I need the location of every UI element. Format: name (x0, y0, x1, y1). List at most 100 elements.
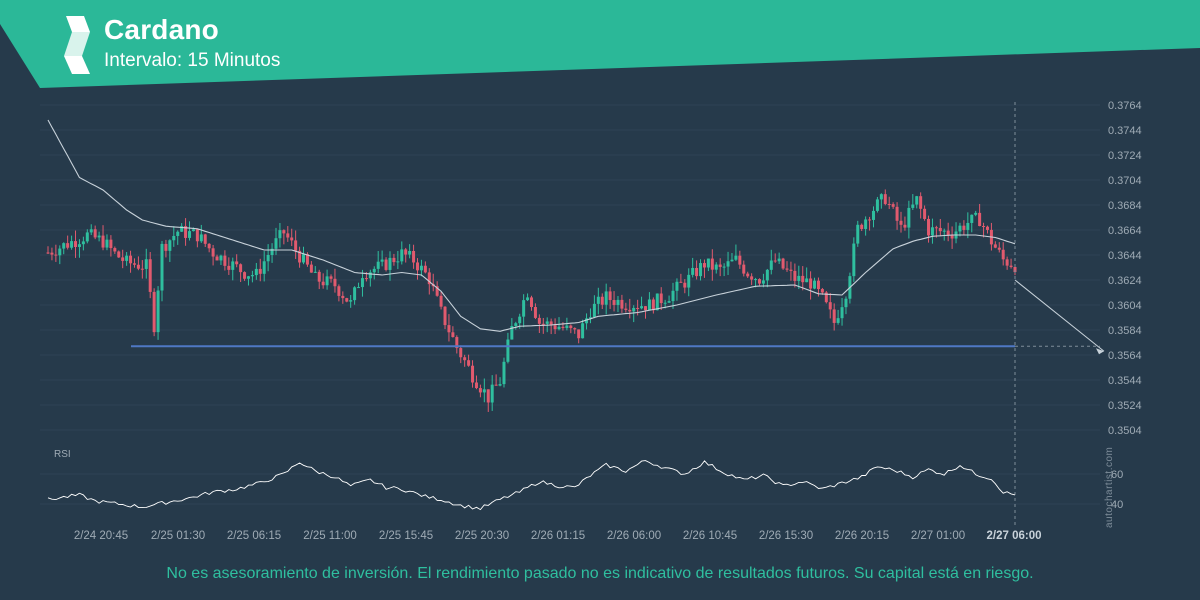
candle-body (66, 243, 70, 248)
candle-body (647, 299, 651, 311)
rsi-tick-label: 60 (1111, 469, 1123, 481)
candle-body (636, 307, 640, 309)
candle-body (832, 309, 836, 323)
candle-body (113, 248, 117, 252)
candle-body (875, 199, 879, 211)
candle-body (679, 281, 683, 283)
candle-body (423, 265, 427, 273)
candle-body (188, 231, 192, 238)
candle-body (211, 248, 215, 257)
candle-body (585, 318, 589, 324)
candle-body (203, 234, 207, 244)
candle-body (643, 306, 647, 311)
candle-body (695, 267, 699, 277)
price-tick-label: 0.3624 (1108, 275, 1142, 287)
candle-body (144, 259, 148, 269)
candle-body (132, 263, 136, 265)
candle-body (321, 281, 325, 286)
candle-body (828, 302, 832, 310)
candle-body (663, 302, 667, 304)
price-tick-label: 0.3684 (1108, 200, 1142, 212)
candle-body (368, 272, 372, 279)
time-tick-label: 2/26 20:15 (835, 530, 889, 542)
candle-body (923, 208, 927, 219)
gridlines (40, 104, 1100, 505)
candle-body (101, 235, 105, 248)
candle-body (384, 259, 388, 270)
candle-body (946, 230, 950, 236)
candle-body (974, 212, 978, 215)
candle-body (329, 276, 333, 279)
candle-body (1009, 265, 1013, 267)
candle-body (239, 264, 243, 273)
rsi-label: RSI (54, 449, 71, 460)
candle-body (482, 389, 486, 393)
candle-body (702, 263, 706, 268)
candlestick-series (46, 189, 1017, 412)
candle-body (757, 279, 761, 284)
candle-body (467, 360, 471, 366)
candle-body (526, 297, 530, 301)
candle-body (270, 248, 274, 255)
candle-body (883, 194, 887, 204)
candle-body (62, 243, 66, 249)
candle-body (380, 259, 384, 262)
candle-body (879, 194, 883, 200)
candle-body (164, 243, 168, 251)
candle-body (600, 296, 604, 305)
candle-body (785, 268, 789, 270)
candle-body (687, 274, 691, 288)
candle-body (235, 261, 239, 265)
time-tick-label: 2/24 20:45 (74, 530, 128, 542)
candle-body (121, 257, 125, 261)
candle-body (160, 243, 164, 291)
candle-body (722, 266, 726, 268)
candle-body (950, 235, 954, 239)
candle-body (427, 272, 431, 285)
candle-body (541, 323, 545, 325)
candle-body (671, 290, 675, 302)
candle-body (569, 325, 573, 329)
candle-body (74, 241, 78, 247)
candle-body (820, 289, 824, 293)
candle-body (435, 286, 439, 296)
candle-body (797, 275, 801, 281)
candle-body (683, 282, 687, 288)
candle-body (730, 259, 734, 262)
time-tick-label: 2/26 01:15 (531, 530, 585, 542)
candle-body (246, 276, 250, 279)
candle-body (836, 318, 840, 323)
disclaimer: No es asesoramiento de inversión. El ren… (166, 565, 1034, 582)
rsi-tick-label: 40 (1111, 499, 1123, 511)
candle-body (223, 255, 227, 266)
candle-body (70, 241, 74, 248)
candle-body (604, 291, 608, 305)
candle-body (750, 276, 754, 280)
candle-body (148, 259, 152, 292)
candle-body (773, 260, 777, 262)
candle-body (207, 243, 211, 249)
candle-body (930, 227, 934, 236)
candle-body (734, 255, 738, 260)
projection-arrowhead (1096, 348, 1104, 355)
candle-body (140, 268, 144, 270)
candle-body (809, 278, 813, 289)
candle-body (93, 229, 97, 238)
candle-body (345, 298, 349, 302)
candle-body (868, 219, 872, 221)
candle-body (494, 384, 498, 386)
candle-body (781, 258, 785, 269)
candle-body (195, 229, 199, 242)
price-tick-label: 0.3764 (1108, 100, 1142, 112)
time-tick-label: 2/25 15:45 (379, 530, 433, 542)
candle-body (706, 258, 710, 268)
candle-body (117, 251, 121, 258)
candle-body (903, 224, 907, 228)
candle-body (561, 326, 565, 329)
candle-body (349, 300, 353, 302)
candle-body (290, 237, 294, 241)
candle-body (333, 278, 337, 287)
candle-body (506, 339, 510, 362)
candle-body (400, 249, 404, 262)
candle-body (305, 254, 309, 265)
